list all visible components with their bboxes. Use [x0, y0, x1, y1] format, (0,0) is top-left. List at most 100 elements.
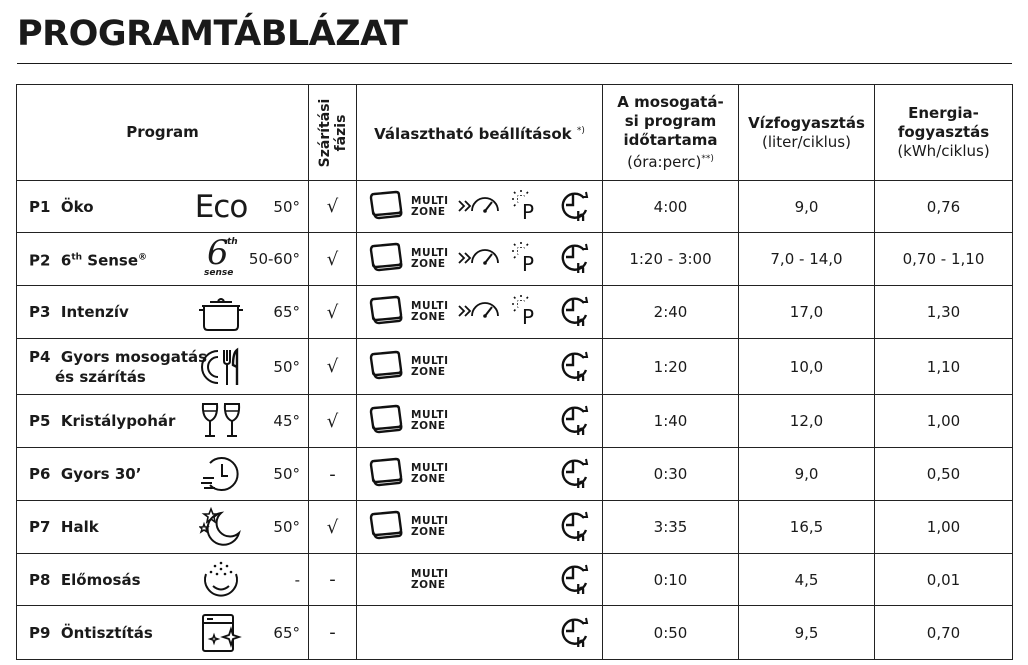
- delay-start-option-icon: [558, 348, 592, 386]
- multizone-option-icon: MULTI ZONE: [411, 194, 449, 218]
- drying-phase-cell: √: [308, 232, 357, 286]
- table-row: P9 Öntisztítás 65° - 0:50 9,5 0,70: [16, 605, 1013, 660]
- duration-cell: 1:20: [602, 338, 739, 395]
- duration-cell: 0:10: [602, 553, 739, 606]
- table-row: P5 Kristálypohár 45° √ MULTI ZONE 1:40 12,0 1,0…: [16, 394, 1013, 448]
- tablet-option-icon: [509, 240, 543, 278]
- water-cell: 12,0: [738, 394, 875, 448]
- header-options: Választható beállítások *): [356, 84, 603, 181]
- drying-phase-cell: √: [308, 394, 357, 448]
- delay-start-option-icon: [558, 402, 592, 440]
- duration-cell: 0:30: [602, 447, 739, 501]
- drying-phase-cell: √: [308, 285, 357, 339]
- energy-cell: 0,70 - 1,10: [874, 232, 1013, 286]
- power-clean-option-icon: [457, 298, 501, 326]
- duration-cell: 2:40: [602, 285, 739, 339]
- drying-phase-cell: -: [308, 447, 357, 501]
- tablet-option-icon: [509, 293, 543, 331]
- program-temperature: 50-60°: [248, 250, 300, 268]
- options-cell: MULTI ZONE: [356, 338, 603, 395]
- water-cell: 4,5: [738, 553, 875, 606]
- duration-cell: 3:35: [602, 500, 739, 554]
- program-cell: P1 Öko Eco 50°: [16, 180, 309, 233]
- table-row: P4 Gyors mosogatás és szárítás 50° √ MULTI ZO…: [16, 338, 1013, 395]
- table-row: P7 Halk 50° √ MULTI ZONE 3:35 16,5 1,00: [16, 500, 1013, 554]
- duration-cell: 1:40: [602, 394, 739, 448]
- water-cell: 9,5: [738, 605, 875, 660]
- header-drying-phase: Szárítási fázis: [308, 84, 357, 181]
- drying-phase-cell: -: [308, 553, 357, 606]
- duration-cell: 4:00: [602, 180, 739, 233]
- water-cell: 9,0: [738, 180, 875, 233]
- table-row: P6 Gyors 30’ 50° - MULTI ZONE 0:30 9,0 0,50: [16, 447, 1013, 501]
- drying-phase-cell: -: [308, 605, 357, 660]
- program-name: P1 Öko: [29, 197, 94, 216]
- water-cell: 16,5: [738, 500, 875, 554]
- program-name: P7 Halk: [29, 518, 99, 536]
- water-cell: 9,0: [738, 447, 875, 501]
- program-name: P5 Kristálypohár: [29, 412, 176, 430]
- power-clean-option-icon: [457, 193, 501, 221]
- table-row: P8 Előmosás - - MULTI ZONE 0:10 4,5 0,01: [16, 553, 1013, 606]
- tray-option-icon: [369, 242, 403, 276]
- delay-start-option-icon: [558, 508, 592, 546]
- multizone-option-icon: MULTI ZONE: [411, 354, 449, 378]
- water-cell: 10,0: [738, 338, 875, 395]
- delay-start-option-icon: [558, 240, 592, 278]
- plate-cutlery-icon: [195, 347, 247, 387]
- delay-start-option-icon: [558, 614, 592, 652]
- drying-phase-cell: √: [308, 180, 357, 233]
- program-cell: P5 Kristálypohár 45°: [16, 394, 309, 448]
- program-temperature: 65°: [273, 303, 300, 321]
- program-temperature: 50°: [273, 197, 300, 216]
- program-temperature: 50°: [273, 357, 300, 376]
- pot-icon: [195, 292, 247, 332]
- tablet-option-icon: [509, 188, 543, 226]
- program-temperature: -: [294, 570, 300, 589]
- energy-cell: 1,10: [874, 338, 1013, 395]
- program-name: P4 Gyors mosogatás és szárítás: [29, 347, 208, 386]
- page-title: PROGRAMTÁBLÁZAT: [17, 14, 408, 54]
- energy-cell: 0,76: [874, 180, 1013, 233]
- program-cell: P8 Előmosás -: [16, 553, 309, 606]
- delay-start-option-icon: [558, 455, 592, 493]
- program-name: P8 Előmosás: [29, 570, 141, 589]
- options-cell: MULTI ZONE: [356, 180, 603, 233]
- header-duration: A mosogatá-si program időtartama (óra:per…: [602, 84, 739, 181]
- multizone-option-icon: MULTI ZONE: [411, 247, 449, 270]
- program-name: P9 Öntisztítás: [29, 623, 153, 642]
- drying-phase-cell: √: [308, 500, 357, 554]
- energy-cell: 0,70: [874, 605, 1013, 660]
- drying-phase-cell: √: [308, 338, 357, 395]
- program-temperature: 50°: [273, 465, 300, 483]
- program-temperature: 45°: [273, 412, 300, 430]
- energy-cell: 0,50: [874, 447, 1013, 501]
- options-cell: MULTI ZONE: [356, 447, 603, 501]
- self-clean-icon: [195, 613, 247, 653]
- tray-option-icon: [369, 190, 403, 224]
- table-header-row: Program Szárítási fázis Választható beáll…: [16, 84, 1013, 181]
- options-cell: MULTI ZONE: [356, 232, 603, 286]
- program-temperature: 50°: [273, 518, 300, 536]
- fast-clock-icon: [195, 454, 247, 494]
- header-program: Program: [16, 84, 309, 181]
- program-name: P3 Intenzív: [29, 303, 129, 321]
- header-energy: Energia-fogyasztás (kWh/ciklus): [874, 84, 1013, 181]
- water-cell: 17,0: [738, 285, 875, 339]
- prewash-icon: [195, 560, 247, 600]
- energy-cell: 1,00: [874, 500, 1013, 554]
- options-cell: MULTI ZONE: [356, 500, 603, 554]
- moon-stars-icon: [195, 507, 247, 547]
- program-cell: P4 Gyors mosogatás és szárítás 50°: [16, 338, 309, 395]
- program-cell: P3 Intenzív 65°: [16, 285, 309, 339]
- energy-cell: 1,00: [874, 394, 1013, 448]
- multizone-option-icon: MULTI ZONE: [411, 300, 449, 323]
- multizone-option-icon: MULTI ZONE: [411, 515, 449, 538]
- options-cell: MULTI ZONE: [356, 285, 603, 339]
- tray-option-icon: [369, 510, 403, 544]
- multizone-option-icon: MULTI ZONE: [411, 409, 449, 432]
- multizone-option-icon: MULTI ZONE: [411, 462, 449, 485]
